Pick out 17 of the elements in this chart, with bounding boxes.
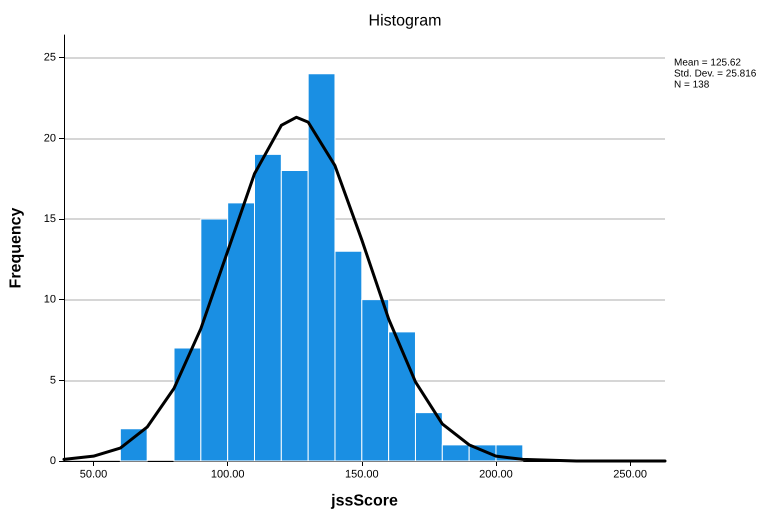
x-tick-label: 100.00 <box>210 468 244 480</box>
x-tick-label: 50.00 <box>80 468 108 480</box>
y-tick-label: 10 <box>44 294 56 306</box>
text: Mean = 125.62 <box>674 58 742 68</box>
y-tick-label: 15 <box>44 212 56 225</box>
x-tick-label: 250.00 <box>613 468 647 480</box>
text: Std. Dev. = 25.816 <box>674 68 757 80</box>
y-tick-label: 25 <box>44 52 56 64</box>
y-axis-title: Frequency <box>8 207 24 288</box>
y-tick-label: 20 <box>44 132 56 144</box>
x-tick-label: 200.00 <box>479 468 513 480</box>
y-tick-label: 0 <box>50 455 56 467</box>
y-tick-label: 5 <box>50 374 56 386</box>
text: N = 138 <box>674 80 710 90</box>
x-axis-title: jssScore <box>330 492 398 510</box>
chart-title: Histogram <box>368 12 442 30</box>
x-tick-label: 150.00 <box>344 468 379 480</box>
